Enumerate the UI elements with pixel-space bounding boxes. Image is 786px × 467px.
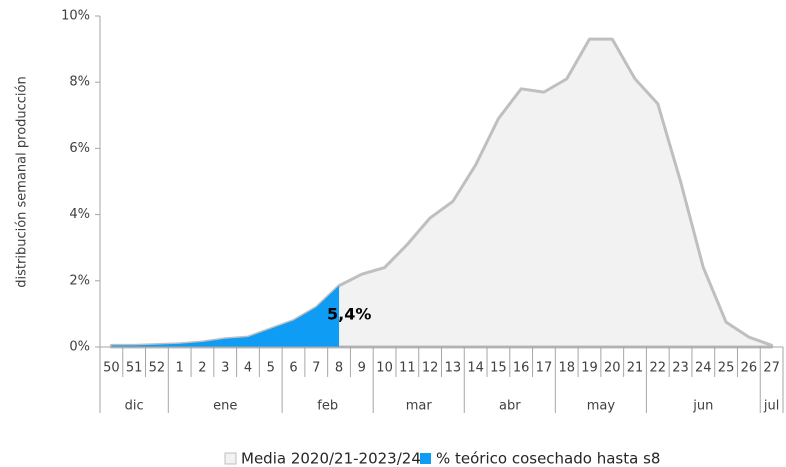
x-tick-label: 50 [103, 361, 120, 376]
x-tick-label: 1 [176, 361, 184, 376]
x-tick-label: 2 [198, 361, 206, 376]
x-tick-label: 19 [581, 361, 598, 376]
group-label: ene [213, 399, 237, 414]
x-tick-label: 13 [445, 361, 462, 376]
group-label: jul [763, 399, 779, 414]
group-label: dic [125, 399, 144, 414]
legend-swatch [420, 453, 431, 464]
group-label: jun [692, 399, 713, 414]
x-tick-label: 23 [672, 361, 689, 376]
area [109, 37, 774, 349]
data-label: 5,4% [327, 305, 371, 324]
x-tick-label: 5 [267, 361, 275, 376]
group-label: abr [499, 399, 521, 414]
x-tick-label: 51 [126, 361, 143, 376]
legend-label: Media 2020/21-2023/24 [241, 450, 421, 467]
x-tick-label: 52 [149, 361, 166, 376]
x-tick-label: 14 [467, 361, 484, 376]
group-label: may [587, 399, 616, 414]
x-tick-label: 17 [536, 361, 553, 376]
y-tick-label: 10% [61, 9, 90, 24]
x-tick-label: 15 [490, 361, 507, 376]
group-label: feb [317, 399, 338, 414]
x-tick-label: 25 [718, 361, 735, 376]
x-tick-label: 11 [399, 361, 416, 376]
x-tick-label: 22 [650, 361, 667, 376]
y-tick-label: 2% [69, 273, 90, 288]
group-label: mar [406, 399, 433, 414]
y-axis-label: distribución semanal producción [15, 76, 30, 287]
x-tick-label: 3 [221, 361, 229, 376]
x-tick-label: 18 [558, 361, 575, 376]
x-tick-label: 6 [289, 361, 297, 376]
x-tick-label: 8 [335, 361, 343, 376]
x-tick-label: 7 [312, 361, 320, 376]
x-tick-label: 4 [244, 361, 252, 376]
x-tick-label: 21 [627, 361, 644, 376]
legend-swatch [224, 452, 237, 465]
x-tick-label: 9 [358, 361, 366, 376]
x-tick-label: 10 [376, 361, 393, 376]
x-tick-label: 27 [763, 361, 780, 376]
y-tick-label: 6% [69, 141, 90, 156]
x-tick-label: 16 [513, 361, 530, 376]
y-tick-label: 4% [69, 207, 90, 222]
x-tick-label: 24 [695, 361, 712, 376]
y-tick-label: 8% [69, 75, 90, 90]
x-tick-label: 26 [741, 361, 758, 376]
legend-label: % teórico cosechado hasta s8 [436, 450, 660, 467]
y-tick-label: 0% [69, 340, 90, 355]
x-tick-label: 20 [604, 361, 621, 376]
x-tick-label: 12 [422, 361, 439, 376]
area [111, 285, 340, 347]
